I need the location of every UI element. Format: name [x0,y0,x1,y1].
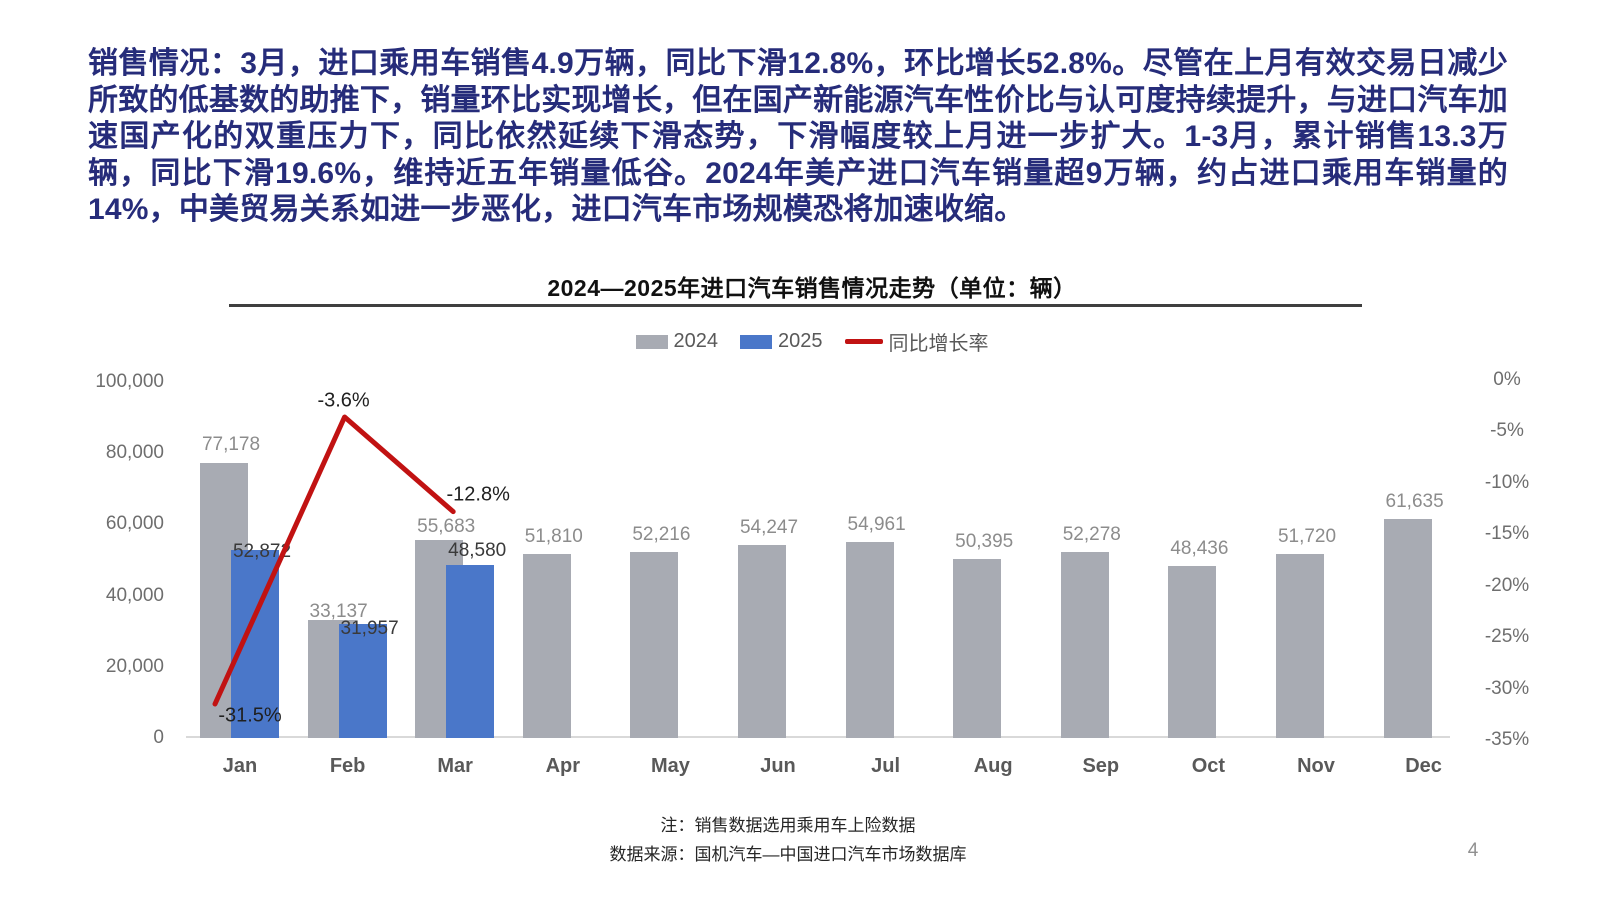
left-axis-tick-3: 60,000 [105,513,164,535]
left-axis-tick-2: 40,000 [105,584,164,606]
chart-legend: 2024 2025 同比增长率 [0,327,1600,356]
right-axis-tick-2: -10% [1484,471,1530,493]
bar-2024-nov [1276,553,1324,738]
right-axis-tick-1: -5% [1490,420,1524,442]
growth-rate-label-0: -31.5% [218,704,282,727]
x-axis-label-sep: Sep [1082,755,1120,777]
x-axis-label-mar: Mar [437,755,473,777]
bar-2024-may [630,552,679,738]
right-axis-tick-7: -35% [1484,729,1530,750]
x-axis-label-feb: Feb [329,755,366,777]
bar-value-2025-jan: 52,872 [232,540,292,562]
bar-value-2024-may: 52,216 [632,524,691,546]
right-axis-tick-6: -30% [1484,677,1530,699]
x-axis-label-jun: Jun [760,755,796,777]
left-axis-tick-5: 100,000 [95,371,164,392]
x-axis-label-apr: Apr [545,755,581,777]
bar-2024-jul [845,542,894,738]
bar-value-2024-feb: 33,137 [309,601,368,623]
right-axis-tick-0: 0% [1493,369,1521,390]
bar-2024-jun [738,544,786,738]
bar-value-2025-feb: 31,957 [340,618,399,640]
bar-2024-apr [522,553,571,738]
chart-source: 数据来源：国机汽车—中国进口汽车市场数据库 [609,845,967,864]
summary-text: 销售情况：3月，进口乘用车销售4.9万辆，同比下滑12.8%，环比增长52.8%… [88,47,1508,227]
growth-rate-label-2: -12.8% [446,483,510,506]
bar-value-2024-jun: 54,247 [739,516,799,538]
legend-label-0: 2024 [673,330,719,352]
bar-value-2024-jul: 54,961 [847,514,906,536]
x-axis-label-jul: Jul [871,755,901,777]
right-axis-tick-4: -20% [1484,574,1530,596]
chart-title-divider [229,304,1362,307]
bar-2024-oct [1168,565,1217,738]
left-axis-tick-1: 20,000 [105,655,164,677]
bar-value-2024-oct: 48,436 [1170,537,1229,559]
legend-bar-swatch-1 [740,334,772,349]
legend-label-1: 2025 [778,330,823,352]
x-axis-label-oct: Oct [1191,755,1226,777]
left-axis-tick-0: 0 [153,727,164,748]
growth-rate-polyline [212,414,456,707]
legend-item-0: 2024 [635,330,719,353]
left-axis-tick-4: 80,000 [105,442,164,464]
legend-label-2: 同比增长率 [888,333,989,355]
bar-value-2024-apr: 51,810 [524,525,583,547]
right-axis-tick-5: -25% [1484,626,1530,648]
page-number: 4 [1467,840,1479,861]
x-axis-line [186,736,1450,738]
bar-value-2024-mar: 55,683 [417,515,476,537]
growth-rate-label-1: -3.6% [317,389,370,412]
bar-value-2024-dec: 61,635 [1385,490,1444,512]
x-axis-label-dec: Dec [1405,755,1442,777]
bar-2025-mar [446,565,495,738]
chart-note: 注：销售数据选用乘用车上险数据 [660,816,916,835]
bar-value-2024-sep: 52,278 [1062,523,1121,545]
bar-2024-aug [953,558,1002,738]
bar-2024-sep [1060,551,1109,738]
legend-item-2: 同比增长率 [844,327,989,356]
right-axis-tick-3: -15% [1484,523,1530,545]
legend-bar-swatch-0 [635,334,668,349]
bar-value-2025-mar: 48,580 [448,540,507,562]
x-axis-label-nov: Nov [1297,755,1335,777]
bar-2025-feb [338,624,387,738]
x-axis-label-aug: Aug [973,755,1013,777]
chart-title: 2024—2025年进口汽车销售情况走势（单位：辆） [547,275,1077,301]
legend-item-1: 2025 [740,330,823,353]
x-axis-label-jan: Jan [222,755,258,777]
legend-line-swatch-2 [844,339,883,344]
bar-2024-dec [1383,518,1432,738]
bar-value-2024-nov: 51,720 [1277,525,1337,547]
x-axis-label-may: May [650,755,690,777]
bar-value-2024-jan: 77,178 [201,434,261,456]
bar-value-2024-aug: 50,395 [955,530,1014,552]
